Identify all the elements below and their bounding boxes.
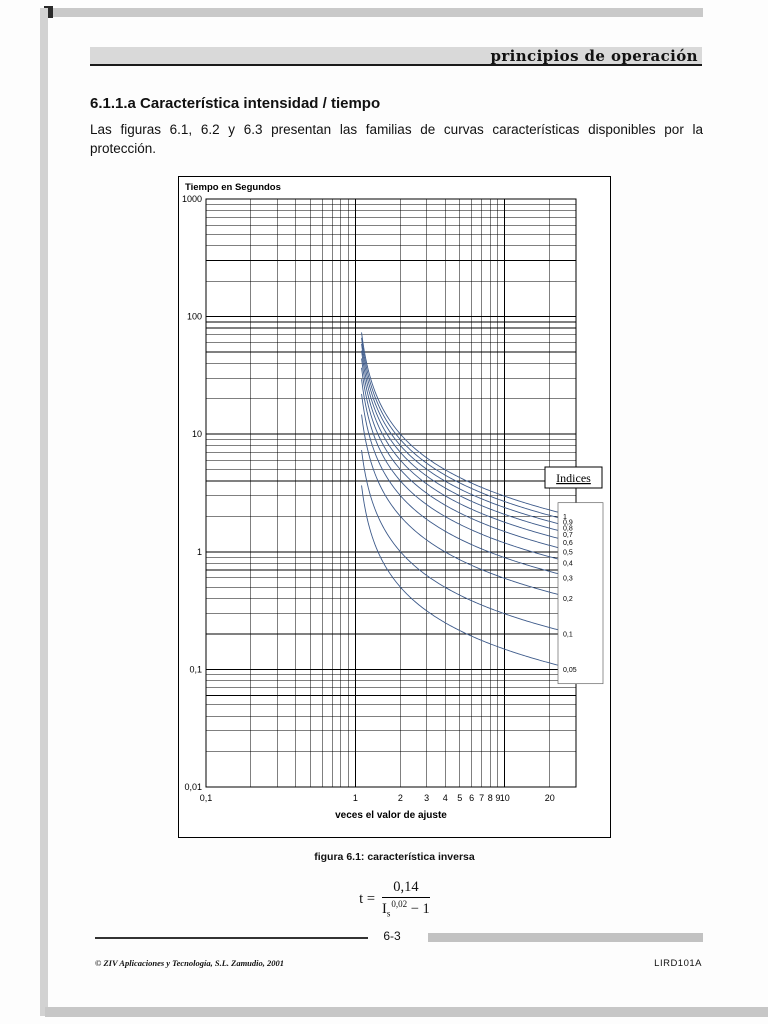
svg-text:0,3: 0,3 — [563, 575, 573, 582]
curve-index-0,2 — [361, 414, 577, 600]
x-axis-label: veces el valor de ajuste — [335, 810, 447, 821]
scan-mark — [44, 6, 53, 18]
formula-denominator: Is0,02 − 1 — [382, 898, 430, 919]
svg-text:9: 9 — [495, 793, 500, 803]
paragraph: Las figuras 6.1, 6.2 y 6.3 presentan las… — [90, 122, 703, 156]
scan-edge-bottom — [45, 1007, 768, 1017]
chart-grid — [205, 198, 577, 788]
svg-text:2: 2 — [398, 793, 403, 803]
curve-index-0,5 — [361, 367, 577, 553]
svg-text:1: 1 — [353, 793, 358, 803]
formula-den-sup: 0,02 — [391, 899, 408, 910]
curve-index-0,05 — [361, 485, 577, 671]
svg-text:1: 1 — [197, 547, 202, 557]
svg-text:20: 20 — [545, 793, 555, 803]
curve-index-0,1 — [361, 449, 577, 635]
curve-index-0,7 — [361, 350, 577, 536]
formula-numerator: 0,14 — [382, 879, 430, 899]
svg-text:10: 10 — [500, 793, 510, 803]
page-number: 6-3 — [383, 929, 401, 943]
y-axis-label: Tiempo en Segundos — [185, 182, 281, 193]
curve-index-1 — [361, 332, 577, 518]
characteristic-curves — [361, 332, 577, 671]
curve-index-0,3 — [361, 393, 577, 579]
svg-text:0,6: 0,6 — [563, 540, 573, 547]
header-title: principios de operación — [490, 47, 698, 65]
svg-text:4: 4 — [443, 793, 448, 803]
svg-text:5: 5 — [457, 793, 462, 803]
svg-text:100: 100 — [187, 312, 202, 322]
formula-den-rest: − 1 — [407, 900, 430, 917]
svg-text:1000: 1000 — [182, 194, 202, 204]
curve-index-0,8 — [361, 343, 577, 529]
scan-edge-left — [40, 8, 48, 1016]
footer-copyright: © ZIV Aplicaciones y Tecnología, S.L. Za… — [95, 958, 285, 968]
svg-text:0,9: 0,9 — [563, 519, 573, 526]
svg-text:0,4: 0,4 — [563, 561, 573, 568]
section-heading: 6.1.1.a Característica intensidad / tiem… — [90, 95, 381, 112]
footer-rule-left — [95, 937, 368, 939]
svg-text:0,5: 0,5 — [563, 549, 573, 556]
formula-lhs: t = — [359, 890, 376, 907]
svg-text:0,1: 0,1 — [563, 631, 573, 638]
svg-text:3: 3 — [424, 793, 429, 803]
formula-den-sub: s — [386, 908, 391, 919]
svg-text:8: 8 — [488, 793, 493, 803]
formula-den-base: I — [382, 900, 387, 917]
svg-text:0,1: 0,1 — [200, 793, 213, 803]
svg-text:1: 1 — [563, 514, 567, 521]
page-header: principios de operación — [90, 47, 702, 66]
figure-chart: Indices 1 0,9 0,8 0,7 0,6 0,5 0,4 0,3 0,2 0,1 0,05 1… — [178, 176, 611, 838]
scan-edge-top — [45, 8, 703, 17]
svg-text:0,05: 0,05 — [563, 667, 577, 674]
svg-text:0,2: 0,2 — [563, 596, 573, 603]
curve-index-0,9 — [361, 337, 577, 523]
chart-legend: Indices 10,90,80,70,6 0,5 0,4 0,3 0,2 0,1 0,05 — [544, 466, 604, 685]
svg-text:7: 7 — [479, 793, 484, 803]
svg-text:0,8: 0,8 — [563, 525, 573, 532]
curve-index-0,6 — [361, 358, 577, 544]
footer-rule-right — [428, 933, 703, 942]
curve-index-0,4 — [361, 379, 577, 564]
figure-caption: figura 6.1: característica inversa — [314, 851, 475, 863]
svg-text:0,01: 0,01 — [184, 782, 202, 792]
figure-chart-svg: Indices10,90,80,70,60,50,40,30,20,10,051… — [182, 182, 604, 821]
formula-fraction: 0,14 Is0,02 − 1 — [382, 879, 430, 919]
svg-text:10: 10 — [192, 429, 202, 439]
footer-doc-code: LIRD101A — [654, 958, 702, 969]
formula: t = 0,14 Is0,02 − 1 — [178, 876, 611, 922]
svg-text:Indices: Indices — [556, 471, 591, 485]
svg-text:6: 6 — [469, 793, 474, 803]
svg-text:0,1: 0,1 — [189, 664, 202, 674]
svg-text:0,7: 0,7 — [563, 532, 573, 539]
